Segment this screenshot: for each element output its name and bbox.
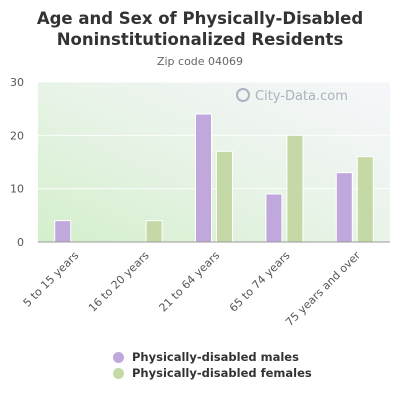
legend-item-females: Physically-disabled females <box>113 365 312 381</box>
x-tick-label: 5 to 15 years <box>21 249 82 310</box>
legend-swatch-females <box>113 367 124 379</box>
bar-females <box>286 134 304 243</box>
bar-females <box>356 156 374 243</box>
bar-females <box>216 150 233 243</box>
bar-males <box>195 113 212 243</box>
legend-item-males: Physically-disabled males <box>113 349 312 365</box>
bar-males <box>335 172 353 243</box>
y-axis: 0 10 20 30 <box>10 76 24 249</box>
plot-area <box>38 82 390 242</box>
watermark: City-Data.com <box>236 88 348 104</box>
x-tick-label: 21 to 64 years <box>156 249 222 315</box>
y-tick-label: 10 <box>10 183 24 196</box>
bar-males <box>54 220 72 243</box>
y-tick-label: 0 <box>17 236 24 249</box>
chart-title: Age and Sex of Physically-Disabled Nonin… <box>36 9 364 49</box>
x-tick-label: 16 to 20 years <box>86 249 152 315</box>
x-tick-label: 65 to 74 years <box>227 249 293 315</box>
y-tick-label: 30 <box>10 76 24 89</box>
legend-swatch-males <box>113 351 124 363</box>
legend-label-females: Physically-disabled females <box>132 366 312 380</box>
y-tick-label: 20 <box>10 129 24 142</box>
watermark-icon <box>236 88 250 102</box>
grid-lines <box>38 81 390 190</box>
legend: Physically-disabled males Physically-dis… <box>113 349 312 381</box>
watermark-text: City-Data.com <box>255 89 348 104</box>
bar-males <box>265 193 283 243</box>
chart-subtitle: Zip code 04069 <box>156 55 244 68</box>
legend-label-males: Physically-disabled males <box>132 350 299 364</box>
x-tick-label: 75 years and over <box>283 249 363 329</box>
x-axis: 5 to 15 years 16 to 20 years 21 to 64 year… <box>21 249 364 329</box>
bar-females <box>145 220 163 243</box>
